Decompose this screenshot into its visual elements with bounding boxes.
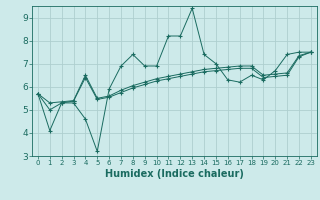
X-axis label: Humidex (Indice chaleur): Humidex (Indice chaleur) <box>105 169 244 179</box>
